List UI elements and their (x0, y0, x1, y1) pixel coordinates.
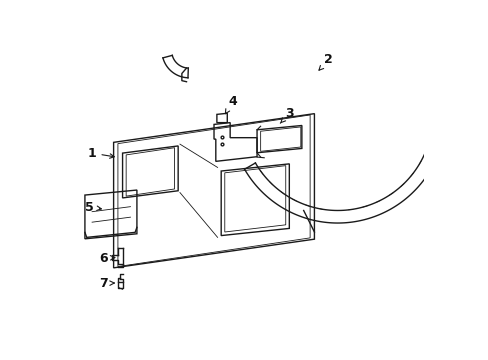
Text: 2: 2 (318, 53, 332, 70)
Text: 1: 1 (87, 147, 114, 159)
Text: 5: 5 (85, 201, 101, 214)
Text: 7: 7 (100, 277, 114, 290)
Text: 4: 4 (225, 95, 237, 114)
Text: 6: 6 (100, 252, 115, 265)
Text: 3: 3 (280, 107, 293, 123)
